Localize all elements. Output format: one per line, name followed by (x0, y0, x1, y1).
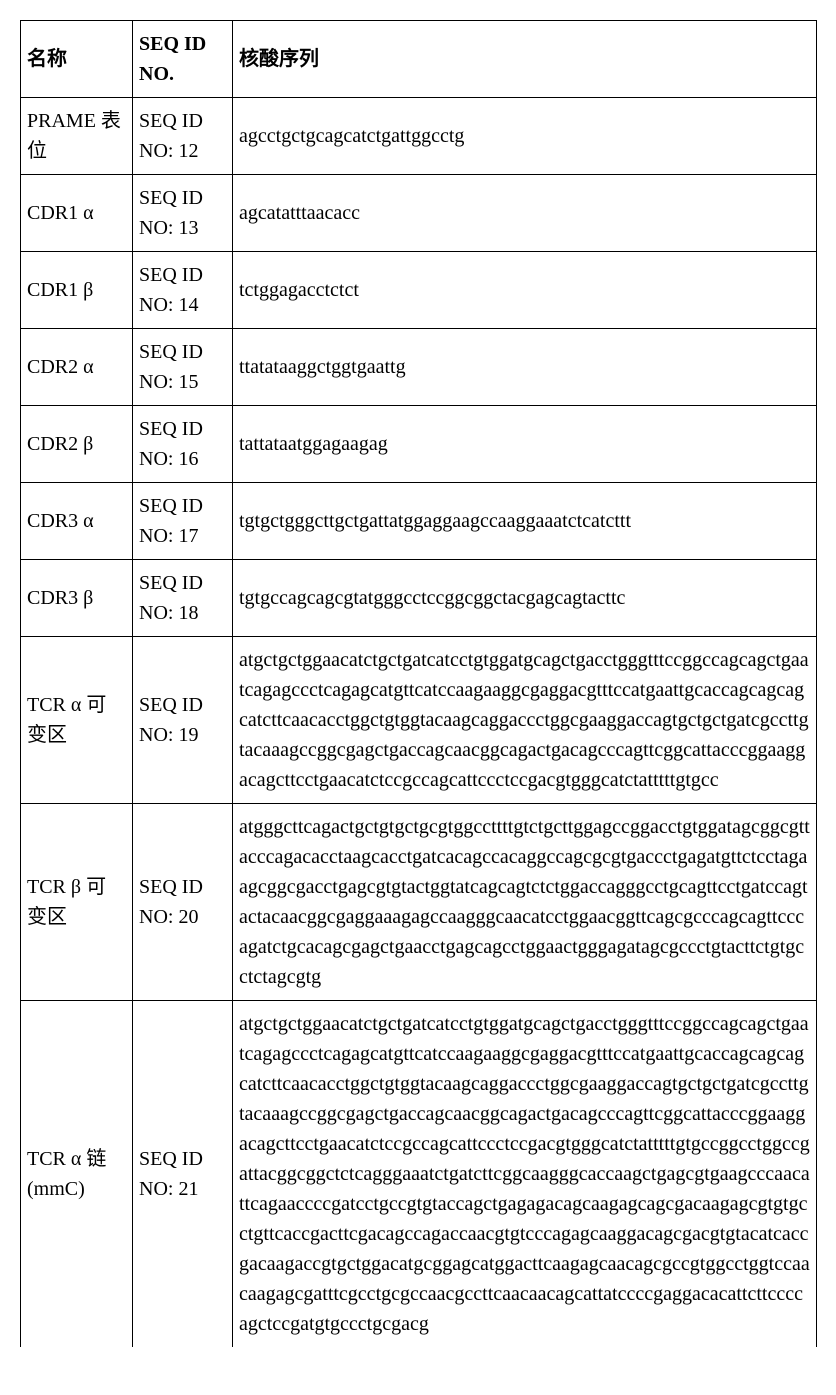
cell-sequence: tgtgctgggcttgctgattatggaggaagccaaggaaatc… (233, 483, 817, 560)
cell-name: TCR β 可变区 (21, 804, 133, 1001)
cell-sequence: atgctgctggaacatctgctgatcatcctgtggatgcagc… (233, 637, 817, 804)
cell-sequence: agcatatttaacacc (233, 175, 817, 252)
cell-seqid: SEQ ID NO: 17 (133, 483, 233, 560)
cell-seqid: SEQ ID NO: 13 (133, 175, 233, 252)
table-row: CDR1 α SEQ ID NO: 13 agcatatttaacacc (21, 175, 817, 252)
cell-name: TCR α 链 (mmC) (21, 1001, 133, 1348)
cell-seqid: SEQ ID NO: 16 (133, 406, 233, 483)
cell-seqid: SEQ ID NO: 20 (133, 804, 233, 1001)
cell-sequence: tctggagacctctct (233, 252, 817, 329)
cell-name: TCR α 可变区 (21, 637, 133, 804)
cell-sequence: tattataatggagaagag (233, 406, 817, 483)
header-sequence: 核酸序列 (233, 21, 817, 98)
cell-name: CDR1 β (21, 252, 133, 329)
cell-sequence: atgctgctggaacatctgctgatcatcctgtggatgcagc… (233, 1001, 817, 1348)
cell-seqid: SEQ ID NO: 15 (133, 329, 233, 406)
cell-sequence: ttatataaggctggtgaattg (233, 329, 817, 406)
table-row: PRAME 表位 SEQ ID NO: 12 agcctgctgcagcatct… (21, 98, 817, 175)
cell-seqid: SEQ ID NO: 14 (133, 252, 233, 329)
table-row: CDR3 β SEQ ID NO: 18 tgtgccagcagcgtatggg… (21, 560, 817, 637)
cell-seqid: SEQ ID NO: 19 (133, 637, 233, 804)
sequence-table: 名称 SEQ ID NO. 核酸序列 PRAME 表位 SEQ ID NO: 1… (20, 20, 817, 1347)
table-row: CDR1 β SEQ ID NO: 14 tctggagacctctct (21, 252, 817, 329)
cell-name: PRAME 表位 (21, 98, 133, 175)
cell-sequence: atgggcttcagactgctgtgctgcgtggccttttgtctgc… (233, 804, 817, 1001)
table-row: TCR α 链 (mmC) SEQ ID NO: 21 atgctgctggaa… (21, 1001, 817, 1348)
cell-name: CDR1 α (21, 175, 133, 252)
cell-name: CDR3 β (21, 560, 133, 637)
table-row: TCR β 可变区 SEQ ID NO: 20 atgggcttcagactgc… (21, 804, 817, 1001)
header-seqid: SEQ ID NO. (133, 21, 233, 98)
table-row: TCR α 可变区 SEQ ID NO: 19 atgctgctggaacatc… (21, 637, 817, 804)
header-name: 名称 (21, 21, 133, 98)
cell-sequence: tgtgccagcagcgtatgggcctccggcggctacgagcagt… (233, 560, 817, 637)
table-row: CDR3 α SEQ ID NO: 17 tgtgctgggcttgctgatt… (21, 483, 817, 560)
cell-seqid: SEQ ID NO: 18 (133, 560, 233, 637)
table-row: CDR2 α SEQ ID NO: 15 ttatataaggctggtgaat… (21, 329, 817, 406)
cell-seqid: SEQ ID NO: 21 (133, 1001, 233, 1348)
cell-seqid: SEQ ID NO: 12 (133, 98, 233, 175)
table-row: CDR2 β SEQ ID NO: 16 tattataatggagaagag (21, 406, 817, 483)
cell-name: CDR2 β (21, 406, 133, 483)
cell-name: CDR3 α (21, 483, 133, 560)
cell-sequence: agcctgctgcagcatctgattggcctg (233, 98, 817, 175)
table-header-row: 名称 SEQ ID NO. 核酸序列 (21, 21, 817, 98)
cell-name: CDR2 α (21, 329, 133, 406)
